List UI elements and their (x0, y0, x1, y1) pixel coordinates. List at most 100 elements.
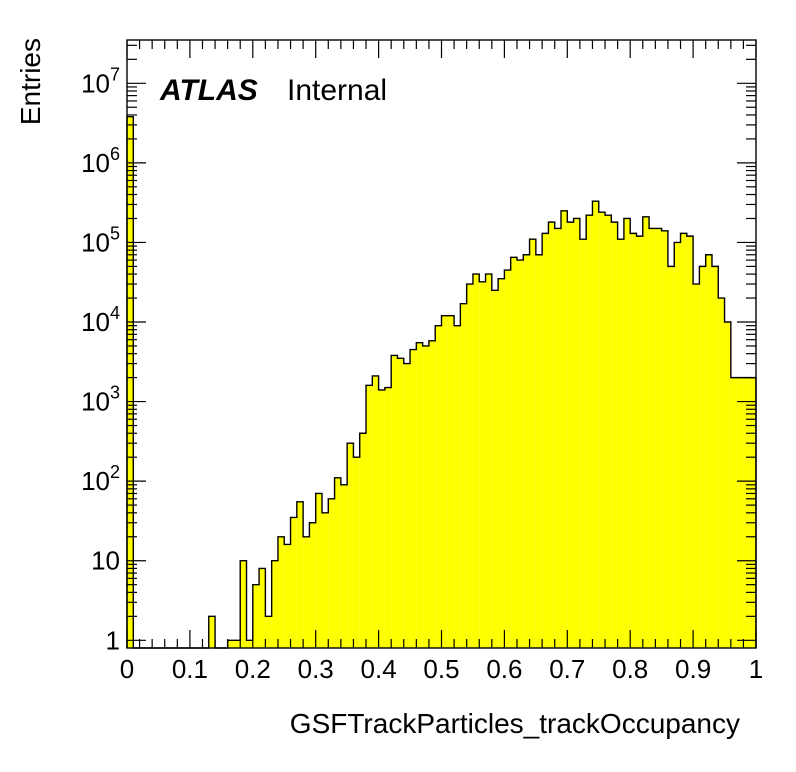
histogram-bar (372, 375, 379, 648)
histogram-bar (315, 493, 322, 648)
x-tick-label: 0.9 (675, 654, 711, 684)
x-tick-label: 0.1 (172, 654, 208, 684)
histogram-bar (649, 228, 656, 649)
histogram-bar (472, 274, 480, 648)
histogram-bar (359, 433, 367, 648)
y-tick-label: 103 (81, 383, 120, 417)
histogram-bar (208, 616, 216, 648)
x-tick-label: 0.4 (361, 654, 397, 684)
histogram-bar (548, 222, 555, 648)
histogram-bar (466, 284, 473, 648)
histogram-bar (605, 215, 612, 648)
x-tick-label: 0.2 (235, 654, 271, 684)
y-tick-label: 107 (81, 64, 120, 98)
histogram-bar (460, 303, 467, 648)
histogram-bar (730, 377, 738, 648)
histogram-bar (422, 345, 429, 648)
histogram-bar (661, 230, 668, 648)
histogram-bar (410, 349, 417, 648)
histogram-bar (573, 218, 580, 648)
histogram-bar (403, 363, 411, 648)
histogram-bar (321, 512, 329, 648)
histogram-bar (718, 298, 725, 648)
axis-ticks (126, 40, 757, 648)
y-tick-labels: 1 10 102 103 104 105 106 107 (81, 64, 120, 655)
histogram-bar (252, 584, 260, 648)
histogram-bar (579, 239, 587, 648)
histogram-bar (686, 236, 694, 648)
histogram-bar (265, 616, 272, 648)
histogram-bar (259, 568, 266, 648)
histogram-bar (680, 233, 687, 648)
histogram-bar (598, 212, 606, 648)
histogram-bar (498, 278, 505, 648)
histogram-bar (655, 228, 662, 649)
histogram-bar (516, 260, 524, 648)
histogram-bar (479, 281, 486, 648)
y-tick-label: 104 (81, 303, 120, 337)
x-tick-label: 0.3 (298, 654, 334, 684)
histogram-bar (397, 358, 404, 648)
histogram-bar (567, 222, 574, 648)
histogram-bar (737, 377, 744, 648)
histogram-bar (328, 498, 335, 648)
histogram-bar (290, 517, 297, 648)
x-tick-label: 0.6 (486, 654, 522, 684)
histogram-bars (127, 116, 756, 649)
y-tick-label: 10 (91, 546, 120, 576)
histogram-bar (246, 640, 253, 648)
histogram-bar (592, 201, 599, 648)
histogram-bar (366, 385, 373, 648)
histogram-bar (705, 254, 712, 648)
histogram-bar (296, 501, 304, 648)
histogram-bar (667, 266, 675, 648)
y-tick-label: 105 (81, 223, 120, 257)
histogram-bar (510, 257, 517, 648)
histogram-bar (447, 315, 455, 648)
histogram-bar (271, 560, 278, 648)
histogram-bar (303, 536, 310, 648)
histogram-bar (485, 274, 492, 648)
histogram-bar (378, 389, 385, 648)
histogram-bar (617, 239, 624, 648)
histogram-bar (347, 443, 354, 648)
y-tick-label: 102 (81, 462, 120, 496)
histogram-bar (334, 477, 341, 648)
histogram-bar (642, 216, 650, 648)
histogram-bar (428, 340, 436, 648)
x-tick-label: 1 (749, 654, 763, 684)
histogram-bar (491, 290, 499, 648)
y-axis-label: Entries (15, 38, 46, 125)
histogram-bar (542, 233, 549, 648)
histogram-bar (724, 322, 731, 648)
y-tick-label: 1 (106, 625, 120, 655)
histogram-bar (504, 270, 511, 648)
x-axis-label: GSFTrackParticles_trackOccupancy (290, 708, 740, 739)
histogram-bar (240, 560, 247, 648)
x-tick-labels: 0 0.1 0.2 0.3 0.4 0.5 0.6 0.7 0.8 0.9 1 (120, 654, 763, 684)
histogram-bar (309, 522, 316, 648)
histogram-bar (623, 218, 631, 648)
histogram-bar (636, 236, 643, 648)
histogram-bar (693, 284, 700, 648)
x-tick-label: 0.8 (612, 654, 648, 684)
histogram-bar (233, 640, 241, 648)
atlas-label: ATLAS (159, 74, 258, 107)
status-label: Internal (287, 74, 387, 107)
histogram-bar (416, 342, 423, 648)
histogram-bar (699, 266, 706, 648)
histogram-bar (227, 640, 234, 648)
histogram-bar (535, 254, 543, 648)
histogram-bar (554, 228, 562, 649)
histogram-bar (127, 116, 134, 648)
x-tick-label: 0.7 (549, 654, 585, 684)
histogram-bar (277, 536, 285, 648)
histogram-bar (529, 239, 536, 648)
x-tick-label: 0 (120, 654, 134, 684)
histogram-outline (126, 116, 757, 649)
histogram-bar (523, 254, 530, 648)
histogram-bar (384, 387, 392, 648)
histogram-bar (586, 215, 593, 648)
histogram-bar (711, 266, 719, 648)
